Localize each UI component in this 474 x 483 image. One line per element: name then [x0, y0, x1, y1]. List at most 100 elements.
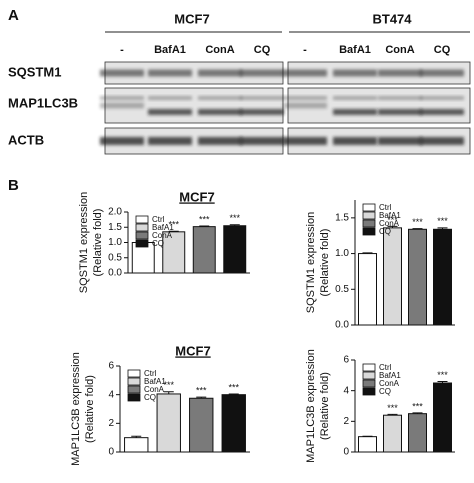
legend-label: CQ — [144, 393, 156, 402]
y-axis-label: (Relative fold) — [84, 375, 96, 443]
y-tick-label: 0 — [108, 447, 114, 458]
bar — [383, 227, 402, 326]
blot-band — [148, 137, 192, 145]
legend-swatch — [127, 393, 141, 402]
legend-swatch — [135, 231, 149, 240]
legend-label: Ctrl — [379, 203, 392, 212]
legend-label: BafA1 — [379, 211, 401, 220]
bar — [192, 226, 216, 274]
blot-band — [198, 137, 242, 145]
lane-label: ConA — [385, 44, 414, 56]
significance: *** — [163, 380, 174, 390]
y-tick-label: 4 — [343, 385, 349, 396]
legend-swatch — [135, 215, 149, 224]
y-axis-label: MAP1LC3B expression — [305, 349, 317, 463]
significance: *** — [412, 401, 423, 411]
blot-band — [378, 109, 422, 115]
lane-label: - — [120, 44, 124, 56]
blot-row-label: MAP1LC3B — [8, 95, 78, 110]
bar — [189, 397, 214, 453]
y-tick-label: 6 — [108, 361, 114, 372]
significance: *** — [228, 382, 239, 392]
y-tick-label: 0.5 — [108, 252, 122, 263]
bar — [124, 437, 149, 453]
significance: *** — [412, 217, 423, 227]
blot-band — [283, 69, 327, 77]
error-bar — [412, 228, 423, 230]
error-bar — [387, 225, 398, 228]
significance: *** — [437, 370, 448, 380]
y-tick-label: 2.0 — [108, 207, 122, 218]
bar — [358, 253, 377, 326]
blot-band — [198, 109, 242, 115]
legend-label: BafA1 — [144, 377, 166, 386]
blot-band — [283, 96, 327, 100]
blot-band — [420, 96, 464, 100]
lane-label: BafA1 — [339, 44, 371, 56]
error-bar — [362, 252, 373, 254]
significance: *** — [168, 220, 179, 230]
error-bar — [196, 396, 207, 399]
panel-label: B — [8, 177, 19, 194]
bar — [221, 394, 246, 453]
error-bar — [199, 225, 210, 227]
y-tick-label: 2 — [343, 416, 349, 427]
significance: *** — [387, 403, 398, 413]
y-axis-label: MAP1LC3B expression — [70, 352, 82, 466]
legend-label: BafA1 — [152, 223, 174, 232]
legend-label: ConA — [379, 379, 400, 388]
y-tick-label: 0.0 — [108, 268, 122, 279]
y-tick-label: 4 — [108, 389, 114, 400]
error-bar — [229, 224, 240, 226]
blot-band — [100, 96, 144, 100]
legend-swatch — [362, 211, 376, 220]
legend-label: BafA1 — [379, 371, 401, 380]
legend-swatch — [127, 377, 141, 386]
legend-swatch — [127, 385, 141, 394]
legend-swatch — [135, 239, 149, 248]
blot-band — [198, 69, 242, 77]
bar — [383, 414, 402, 453]
blot-band — [100, 69, 144, 77]
significance: *** — [199, 214, 210, 224]
legend-label: Ctrl — [152, 215, 165, 224]
error-bar — [131, 435, 142, 438]
blot-band — [378, 69, 422, 77]
y-tick-label: 1.0 — [108, 237, 122, 248]
blot-band — [333, 137, 377, 145]
blot-band — [198, 96, 242, 100]
legend-label: CQ — [379, 387, 391, 396]
bar — [358, 436, 377, 453]
blot-band — [283, 102, 327, 109]
bar — [408, 228, 427, 326]
bar — [433, 382, 452, 453]
blot-band — [378, 96, 422, 100]
bar — [156, 393, 181, 453]
bar — [433, 228, 452, 326]
blot-band — [148, 96, 192, 100]
y-axis-label: SQSTM1 expression — [305, 212, 317, 313]
significance: *** — [196, 385, 207, 395]
blot-band — [283, 137, 327, 145]
significance: *** — [437, 216, 448, 226]
y-axis-label: (Relative fold) — [319, 372, 331, 440]
error-bar — [163, 391, 174, 394]
significance: *** — [387, 215, 398, 225]
panel-label: A — [8, 7, 19, 24]
legend-label: ConA — [379, 219, 400, 228]
y-axis-label: (Relative fold) — [92, 209, 104, 277]
y-tick-label: 0 — [343, 447, 349, 458]
error-bar — [412, 412, 423, 414]
blot-band — [420, 109, 464, 115]
y-tick-label: 1.5 — [335, 212, 349, 223]
legend-label: ConA — [144, 385, 165, 394]
blot-band — [240, 109, 284, 115]
y-tick-label: 1.5 — [108, 222, 122, 233]
legend-label: ConA — [152, 231, 173, 240]
error-bar — [387, 413, 398, 416]
lane-label: ConA — [205, 44, 234, 56]
blot-group: MCF7 — [174, 11, 209, 26]
legend-swatch — [362, 227, 376, 236]
significance: *** — [229, 213, 240, 223]
legend-label: CQ — [379, 227, 391, 236]
